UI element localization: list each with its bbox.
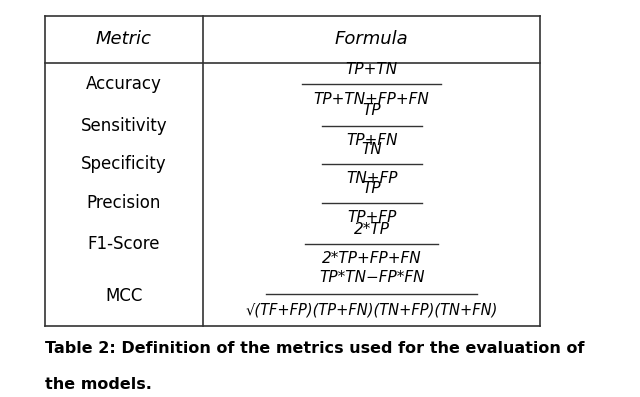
Text: √(TF+FP)(TP+FN)(TN+FP)(TN+FN): √(TF+FP)(TP+FN)(TN+FP)(TN+FN) bbox=[245, 303, 498, 318]
Text: Specificity: Specificity bbox=[81, 155, 166, 173]
Text: MCC: MCC bbox=[105, 287, 143, 305]
Text: TP+FP: TP+FP bbox=[347, 210, 396, 225]
Text: Precision: Precision bbox=[86, 194, 161, 212]
Text: Metric: Metric bbox=[96, 30, 152, 48]
Text: TP+TN+FP+FN: TP+TN+FP+FN bbox=[314, 92, 429, 106]
Text: TP+FN: TP+FN bbox=[346, 133, 397, 148]
Text: the models.: the models. bbox=[45, 377, 152, 392]
Text: TP+TN: TP+TN bbox=[346, 62, 397, 77]
Text: TP: TP bbox=[362, 181, 381, 196]
Text: 2*TP+FP+FN: 2*TP+FP+FN bbox=[322, 251, 421, 266]
Text: TN+FP: TN+FP bbox=[346, 172, 397, 187]
Text: Accuracy: Accuracy bbox=[86, 75, 162, 93]
Text: Table 2: Definition of the metrics used for the evaluation of: Table 2: Definition of the metrics used … bbox=[45, 341, 584, 357]
Text: F1-Score: F1-Score bbox=[88, 235, 160, 253]
Text: 2*TP: 2*TP bbox=[354, 222, 390, 237]
Text: TN: TN bbox=[361, 142, 382, 157]
Text: TP: TP bbox=[362, 103, 381, 118]
Text: Formula: Formula bbox=[335, 30, 408, 48]
Text: Sensitivity: Sensitivity bbox=[81, 117, 167, 135]
Text: TP*TN−FP*FN: TP*TN−FP*FN bbox=[319, 270, 424, 285]
